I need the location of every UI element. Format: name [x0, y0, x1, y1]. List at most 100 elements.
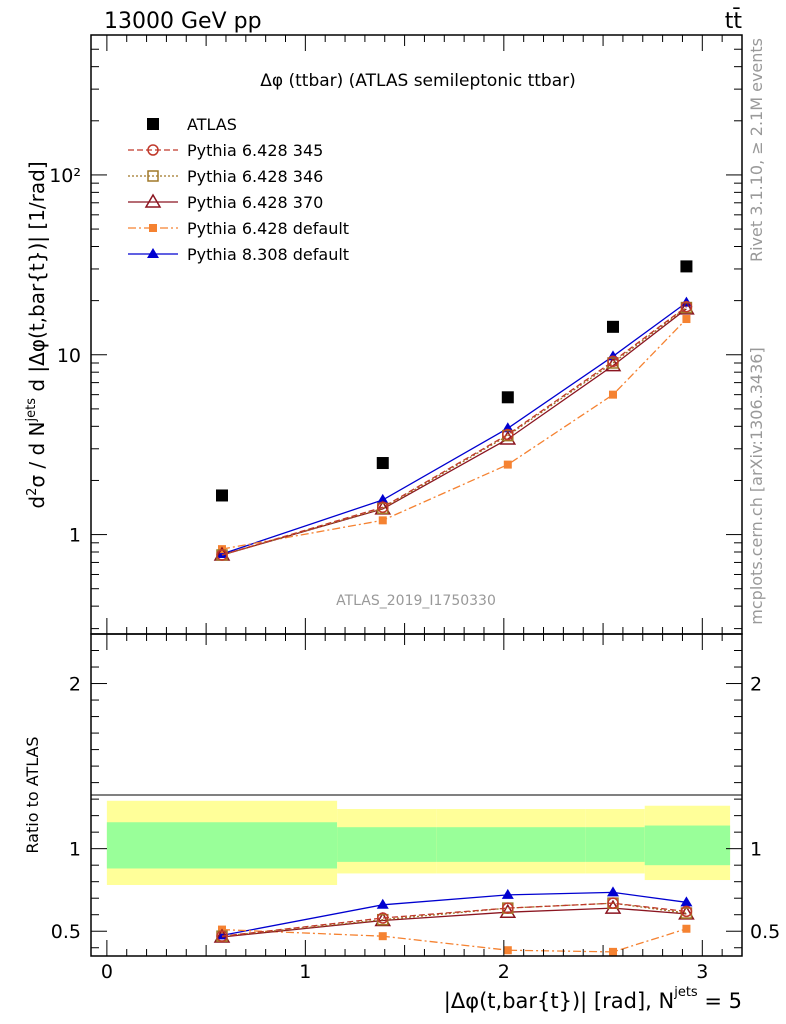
ratio-y-tick-label-right: 0.5 [750, 921, 780, 943]
legend-pythia-6-428-370-label: Pythia 6.428 370 [187, 193, 323, 212]
ratio-pythia-8-308-default-point [606, 886, 619, 897]
main-y-tick-label: 1 [69, 525, 81, 547]
x-tick-label: 0 [101, 961, 113, 983]
ratio-pythia-6-428-345-line [221, 902, 687, 937]
legend: ATLAS Pythia 6.428 345 Pythia 6.428 346 Pyt… [128, 115, 349, 264]
legend-atlas-label: ATLAS [187, 115, 237, 134]
legend-pythia-8-308-default: Pythia 8.308 default [128, 245, 349, 264]
rivet-version-label: Rivet 3.1.10, ≥ 2.1M events [747, 38, 766, 262]
main-atlas-point [680, 260, 693, 273]
ratio-pythia-6-428-default-point [503, 946, 512, 955]
ratio-pythia-6-428-default-line [221, 928, 687, 953]
ratio-uncertainty-bands [106, 800, 731, 885]
ratio-pythia-6-428-345-point [607, 897, 619, 909]
ratio-pythia-6-428-default-series [217, 924, 691, 956]
ratio-series-layer [213, 886, 695, 956]
main-atlas-point [376, 457, 389, 470]
analysis-watermark: ATLAS_2019_I1750330 [336, 593, 496, 609]
legend-pythia-6-428-370-marker [144, 193, 162, 208]
legend-pythia-6-428-default: Pythia 6.428 default [128, 219, 349, 238]
ratio-axes: 0.5 0.5 1 1 2 2 0 1 2 3 [51, 634, 780, 983]
ratio-inner-band [585, 827, 645, 862]
legend-pythia-6-428-345: Pythia 6.428 345 [128, 141, 323, 160]
main-y-tick-label: 10 [57, 345, 81, 367]
ratio-pythia-8-308-default-point [680, 896, 693, 907]
ratio-plot-frame [90, 633, 743, 957]
main-y-tick-label: 10² [49, 165, 81, 187]
main-pythia-6-428-345-point [502, 428, 514, 441]
x-tick-label: 1 [299, 961, 311, 983]
ratio-pythia-6-428-345-point [502, 902, 514, 914]
main-pythia-8-308-default-point [376, 493, 389, 504]
ratio-pythia-8-308-default-point [501, 888, 514, 899]
main-pythia-6-428-default-point [682, 315, 691, 324]
main-pythia-6-428-345-point [680, 300, 693, 313]
main-pythia-6-428-345-line [221, 306, 687, 556]
main-pythia-6-428-346-series [216, 301, 693, 561]
legend-pythia-6-428-346-label: Pythia 6.428 346 [187, 167, 323, 186]
main-pythia-6-428-default-point [503, 460, 512, 469]
ratio-pythia-6-428-345-series [216, 897, 693, 942]
legend-pythia-6-428-345-label: Pythia 6.428 345 [187, 141, 323, 160]
ratio-panel: 0.5 0.5 1 1 2 2 0 1 2 3 Ratio to ATLAS |Δφ(t,bar{… [23, 633, 780, 1014]
ratio-pythia-6-428-370-series [213, 899, 695, 943]
ratio-y-axis-label: Ratio to ATLAS [23, 736, 42, 853]
header-right: tt̄ [725, 8, 743, 34]
legend-atlas: ATLAS [147, 115, 237, 134]
ratio-inner-band [106, 822, 338, 869]
legend-pythia-6-428-default-label: Pythia 6.428 default [187, 219, 349, 238]
main-pythia-6-428-345-point [607, 355, 619, 368]
ratio-pythia-8-308-default-point [376, 898, 389, 909]
ratio-pythia-6-428-default-point [682, 924, 691, 933]
ratio-inner-band [644, 825, 731, 866]
main-pythia-8-308-default-line [221, 302, 687, 555]
ratio-inner-band [337, 827, 437, 862]
legend-pythia-6-428-346-marker [147, 170, 159, 182]
legend-pythia-6-428-370: Pythia 6.428 370 [128, 193, 323, 212]
main-series-layer [213, 260, 695, 561]
legend-pythia-8-308-default-label: Pythia 8.308 default [187, 245, 349, 264]
ratio-inner-band [436, 827, 586, 862]
plot-title: Δφ (ttbar) (ATLAS semileptonic ttbar) [260, 71, 576, 91]
x-tick-label: 3 [696, 961, 708, 983]
main-atlas-series [215, 260, 693, 502]
main-pythia-6-428-370-point [678, 300, 695, 315]
ratio-pythia-6-428-370-point [678, 905, 695, 920]
mcplots-label: mcplots.cern.ch [arXiv:1306.3436] [747, 347, 766, 624]
ratio-y-tick-label-right: 2 [750, 674, 762, 696]
main-pythia-6-428-346-line [221, 307, 687, 556]
x-tick-label: 2 [498, 961, 510, 983]
main-pythia-6-428-370-line [221, 308, 687, 556]
main-pythia-6-428-345-point [377, 501, 389, 513]
ratio-pythia-6-428-default-point [378, 932, 387, 941]
main-axes: 1 10 10² [49, 34, 742, 634]
x-axis-label: |Δφ(t,bar{t})| [rad], Njets = 5 [444, 985, 742, 1014]
main-pythia-6-428-default-point [378, 516, 387, 525]
ratio-pythia-6-428-345-point [377, 912, 389, 924]
ratio-pythia-6-428-345-point [216, 930, 228, 942]
main-y-axis-label: d2σ / d Njets d |Δφ(t,bar{t})| [1/rad] [24, 161, 49, 508]
main-panel: Δφ (ttbar) (ATLAS semileptonic ttbar) AT… [24, 34, 743, 635]
legend-atlas-marker [147, 118, 159, 130]
header-left: 13000 GeV pp [104, 9, 262, 34]
ratio-y-tick-label-right: 1 [750, 839, 762, 861]
main-atlas-point [606, 320, 619, 333]
main-atlas-point [215, 489, 228, 502]
ratio-y-tick-label: 1 [69, 839, 81, 861]
main-pythia-6-428-370-series [213, 300, 695, 561]
legend-pythia-6-428-346: Pythia 6.428 346 [128, 167, 323, 186]
legend-pythia-8-308-default-marker [147, 248, 159, 258]
ratio-pythia-6-428-370-line [221, 907, 687, 938]
ratio-pythia-6-428-default-point [608, 947, 617, 956]
legend-pythia-6-428-default-marker [149, 224, 157, 232]
main-pythia-8-308-default-series [215, 296, 693, 558]
ratio-y-tick-label: 2 [69, 674, 81, 696]
main-atlas-point [501, 391, 514, 404]
legend-pythia-6-428-345-marker [147, 144, 159, 156]
main-pythia-6-428-default-point [608, 390, 617, 399]
ratio-pythia-6-428-345-point [680, 905, 693, 918]
ratio-y-tick-label: 0.5 [51, 921, 81, 943]
main-pythia-6-428-345-series [216, 300, 693, 561]
main-pythia-6-428-345-point [216, 549, 228, 561]
